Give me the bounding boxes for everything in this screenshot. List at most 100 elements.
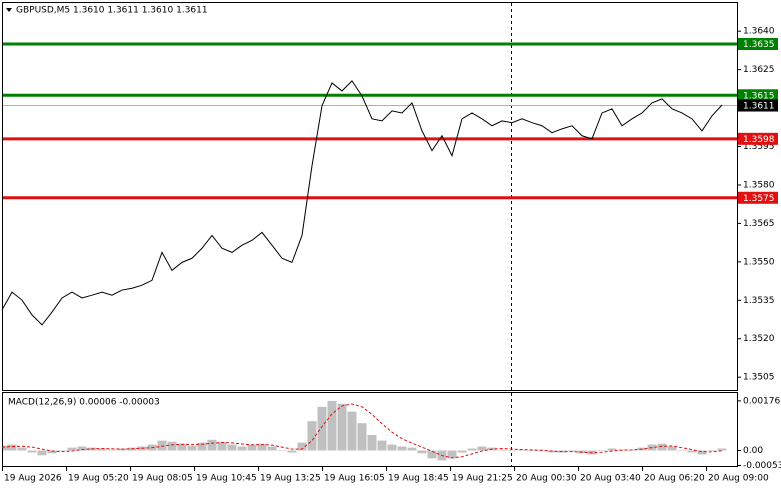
bid-label-bg xyxy=(738,99,778,112)
x-tick-label: 19 Aug 2026 xyxy=(4,474,62,484)
y-tick-label: 1.3595 xyxy=(743,142,775,152)
macd-bar xyxy=(387,444,397,451)
y-tick-label: 1.3565 xyxy=(743,219,775,229)
macd-bar xyxy=(207,439,217,451)
macd-bar xyxy=(367,434,377,451)
macd-bar xyxy=(27,450,37,453)
macd-bar xyxy=(407,447,417,451)
x-tick-label: 19 Aug 05:20 xyxy=(68,474,129,484)
level-label: 1.3598 xyxy=(743,135,775,145)
y-tick-label: 0.00 xyxy=(743,446,763,456)
macd-bar xyxy=(667,446,677,451)
level-label-bg xyxy=(738,132,778,145)
macd-bar xyxy=(217,441,227,451)
x-tick-label: 19 Aug 18:45 xyxy=(388,474,449,484)
x-tick-label: 20 Aug 06:20 xyxy=(644,474,705,484)
macd-title: MACD(12,26,9) 0.00006 -0.00003 xyxy=(8,398,160,408)
macd-bar xyxy=(297,442,307,451)
y-tick-label: -0.00053 xyxy=(743,461,781,471)
y-tick-label: 1.3550 xyxy=(743,257,775,267)
macd-bar xyxy=(157,440,167,451)
macd-bar xyxy=(177,443,187,451)
macd-bar xyxy=(397,446,407,451)
x-tick-label: 19 Aug 10:45 xyxy=(196,474,257,484)
macd-bar xyxy=(317,406,327,451)
macd-bar xyxy=(507,450,517,451)
macd-bar xyxy=(697,450,707,455)
macd-bar xyxy=(17,447,27,451)
macd-bar xyxy=(467,448,477,451)
macd-bar xyxy=(277,450,287,451)
macd-bar xyxy=(717,448,727,451)
macd-bar xyxy=(37,450,47,456)
macd-bar xyxy=(677,450,687,451)
y-tick-label: 1.3505 xyxy=(743,373,775,383)
price-line xyxy=(1,80,723,326)
macd-bar xyxy=(477,446,487,451)
macd-bar xyxy=(187,445,197,451)
level-label-bg xyxy=(738,89,778,102)
macd-bar xyxy=(287,450,297,453)
macd-bar xyxy=(527,450,537,451)
y-tick-label: 1.3535 xyxy=(743,296,775,306)
level-label-bg xyxy=(738,191,778,204)
macd-bar xyxy=(597,450,607,451)
macd-bar xyxy=(107,449,117,451)
macd-bar xyxy=(497,449,507,451)
level-label-bg xyxy=(738,38,778,51)
macd-bar xyxy=(607,448,617,451)
level-label: 1.3635 xyxy=(743,40,775,50)
y-tick-label: 1.3580 xyxy=(743,180,775,190)
macd-bar xyxy=(357,423,367,451)
macd-bar xyxy=(167,441,177,451)
y-tick-label: 1.3625 xyxy=(743,65,775,75)
macd-bar xyxy=(427,450,437,459)
macd-bar xyxy=(197,442,207,451)
x-tick-label: 19 Aug 16:05 xyxy=(324,474,385,484)
y-tick-label: 1.3640 xyxy=(743,27,775,37)
menu-triangle xyxy=(6,8,12,12)
y-tick-label: 1.3520 xyxy=(743,334,775,344)
level-label: 1.3615 xyxy=(743,91,775,101)
macd-bar xyxy=(97,448,107,451)
x-tick-label: 19 Aug 13:25 xyxy=(260,474,321,484)
macd-frame xyxy=(2,392,738,467)
macd-bar xyxy=(707,450,717,451)
macd-bar xyxy=(47,450,57,454)
x-tick-label: 20 Aug 00:30 xyxy=(516,474,577,484)
level-label: 1.3575 xyxy=(743,194,775,204)
macd-bar xyxy=(337,403,347,451)
macd-bar xyxy=(537,450,547,452)
macd-bar xyxy=(307,421,317,451)
x-tick-label: 19 Aug 08:05 xyxy=(132,474,193,484)
signal-line xyxy=(1,403,723,459)
macd-bar xyxy=(377,440,387,451)
x-tick-label: 20 Aug 09:00 xyxy=(708,474,769,484)
chart-title: GBPUSD,M5 1.3610 1.3611 1.3610 1.3611 xyxy=(16,6,208,16)
x-tick-label: 19 Aug 21:25 xyxy=(452,474,513,484)
macd-bar xyxy=(257,443,267,451)
bid-label: 1.3611 xyxy=(743,102,775,112)
macd-bar xyxy=(347,411,357,451)
macd-bar xyxy=(267,446,277,451)
macd-bar xyxy=(447,450,457,459)
macd-bar xyxy=(457,450,467,453)
macd-bar xyxy=(227,444,237,451)
macd-bar xyxy=(57,450,67,451)
macd-bar xyxy=(417,450,427,454)
macd-bar xyxy=(67,447,77,451)
x-tick-label: 20 Aug 03:40 xyxy=(580,474,641,484)
macd-bar xyxy=(327,400,337,451)
y-tick-label: 0.00176 xyxy=(743,396,780,406)
macd-bar xyxy=(567,450,577,452)
price-frame xyxy=(2,2,738,391)
macd-bar xyxy=(687,450,697,453)
macd-bar xyxy=(247,444,257,451)
macd-bar xyxy=(657,443,667,451)
macd-bar xyxy=(7,444,17,451)
macd-bar xyxy=(237,446,247,451)
macd-bar xyxy=(77,446,87,451)
